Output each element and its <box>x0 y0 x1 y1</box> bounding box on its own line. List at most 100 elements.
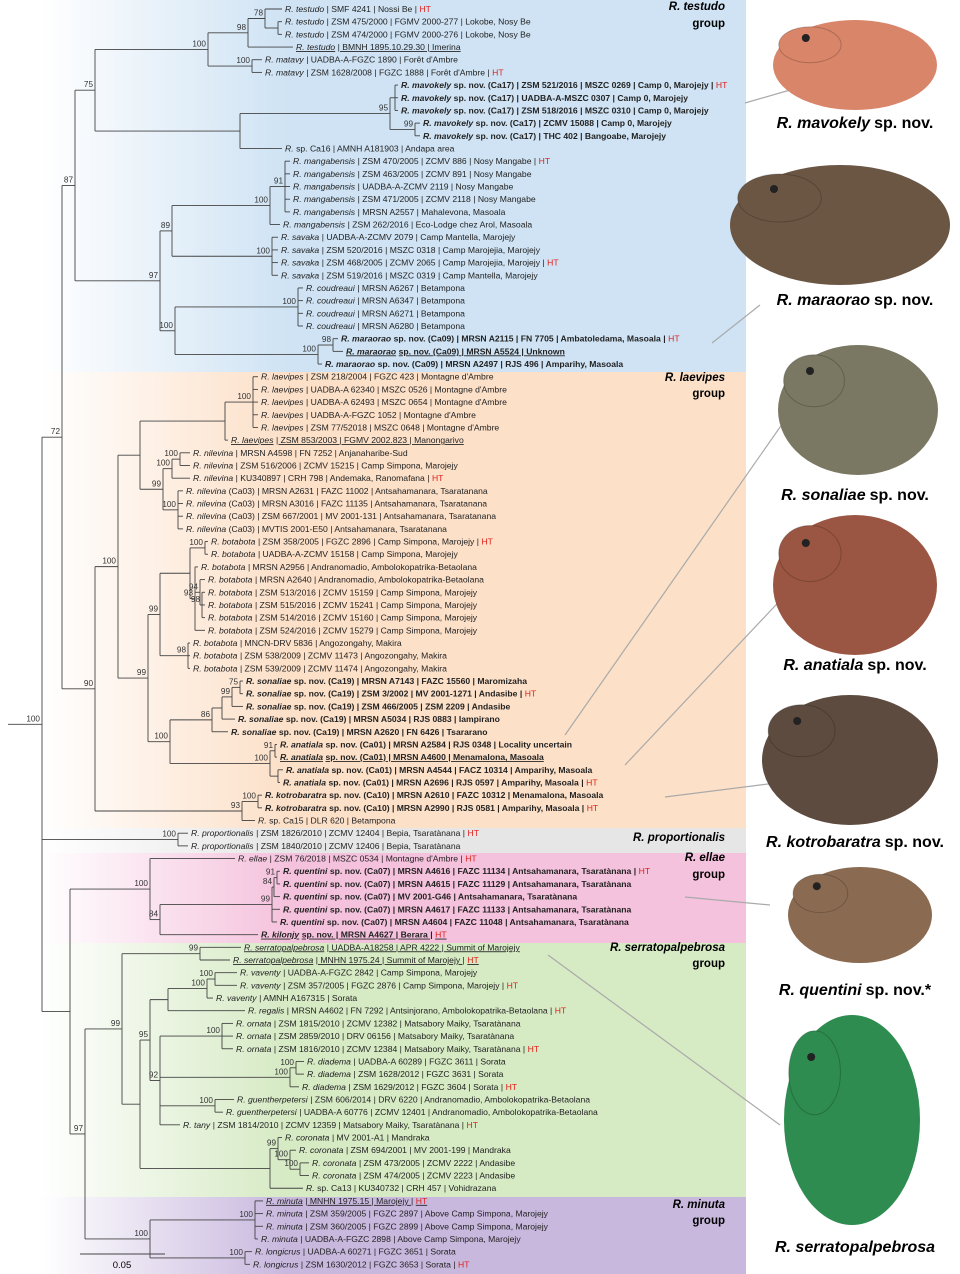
support-value: 97 <box>74 1124 84 1133</box>
tip-species: R. proportionalis <box>191 841 254 851</box>
tip-info: sp. nov. (Ca17) | THC 402 | Bangoabe, Ma… <box>476 131 667 141</box>
tip-label: R. mavokely sp. nov. (Ca17) | ZSM 521/201… <box>401 80 728 90</box>
tip-info: sp. nov. (Ca17) | ZCMV 15088 | Camp 0, M… <box>476 118 672 128</box>
tip-label: R. testudo | BMNH 1895.10.29.30 | Imerina <box>296 42 461 52</box>
tip-label: R. kotrobaratra sp. nov. (Ca10) | MRSN A2… <box>265 803 599 813</box>
tip-info: sp. nov. (Ca17) | ZSM 521/2016 | MSZC 02… <box>454 80 714 90</box>
tip-info: (Ca03) | MRSN A3016 | FAZC 11135 | Antsa… <box>229 499 488 509</box>
tip-species: R. botabota <box>201 562 246 572</box>
tip-label: R. anatiala sp. nov. (Ca01) | MRSN A2696 … <box>283 777 598 787</box>
tip-ht: HT <box>525 689 537 699</box>
tip-species: R. laevipes <box>261 384 304 394</box>
tip-label: R. quentini sp. nov. (Ca07) | MRSN A4615 … <box>283 879 632 889</box>
tip-species: R. sonaliae <box>246 701 292 711</box>
group-band <box>40 943 746 1197</box>
support-value: 100 <box>189 538 203 547</box>
tip-info: | MRSN A6271 | Betampona <box>357 308 465 318</box>
caption-suffix: sp. nov. <box>874 115 933 132</box>
support-value: 98 <box>177 646 187 655</box>
tip-info: sp. nov. (Ca07) | MRSN A4617 | FAZC 1113… <box>330 904 632 914</box>
tip-species: R. savaka <box>281 245 319 255</box>
tip-info: | ZSM 515/2016 | ZCMV 15241 | Camp Simpo… <box>255 600 478 610</box>
tip-label: R. longicrus | ZSM 1630/2012 | FGZC 3653 … <box>253 1259 470 1269</box>
tip-label: R. mavokely sp. nov. (Ca17) | THC 402 | B… <box>423 131 666 141</box>
tip-label: R. mangabensis | ZSM 470/2005 | ZCMV 886 … <box>293 156 551 166</box>
tip-species: R. diadema <box>307 1069 351 1079</box>
tip-label: R. sp. Ca16 | AMNH A181903 | Andapa area <box>285 143 455 153</box>
tip-info: | ZSM 1629/2012 | FGZC 3604 | Sorata | <box>348 1082 503 1092</box>
tip-ht: HT <box>419 4 431 14</box>
tip-info: | MRSN A6280 | Betampona <box>357 321 465 331</box>
tip-species: R. anatiala <box>286 765 329 775</box>
tip-info: | MV 2001-A1 | Mandraka <box>332 1133 430 1143</box>
support-value: 100 <box>162 500 176 509</box>
tip-species: R. coudreaui <box>306 321 356 331</box>
tip-species: R. longicrus <box>253 1259 299 1269</box>
tip-label: R. mavokely sp. nov. (Ca17) | ZSM 518/201… <box>401 105 709 115</box>
tip-species: R. <box>285 143 294 153</box>
support-value: 78 <box>254 9 264 18</box>
tip-label: R. sonaliae sp. nov. (Ca19) | MRSN A2620 … <box>231 727 487 737</box>
tip-species: R. testudo <box>285 4 324 14</box>
tip-label: R. savaka | ZSM 519/2016 | MSZC 0319 | Ca… <box>281 270 538 280</box>
photo-caption: R. quentini sp. nov.* <box>779 982 932 999</box>
tip-info: | ZSM 360/2005 | FGZC 2899 | Above Camp … <box>305 1221 548 1231</box>
tip-label: R. maraorao sp. nov. (Ca09) | MRSN A2497 … <box>325 359 623 369</box>
tip-species: R. anatiala <box>283 777 326 787</box>
tip-info: | MRSN A2557 | Mahalevona, Masoala <box>358 207 506 217</box>
tip-label: R. mangabensis | UADBA-A-ZCMV 2119 | Nosy… <box>293 182 514 192</box>
photo-caption: R. mavokely sp. nov. <box>777 115 934 132</box>
tip-species: R. vaventy <box>240 968 281 978</box>
tip-label: R. maraorao sp. nov. (Ca09) | MRSN A2115 … <box>341 334 680 344</box>
tip-label: R. nilevina (Ca03) | MRSN A3016 | FAZC 11… <box>186 499 487 509</box>
tip-ht: HT <box>528 1044 540 1054</box>
tip-species: R. kilonjy <box>261 930 300 940</box>
caption-suffix: sp. nov. <box>870 487 929 504</box>
tip-info: | UADBA-A 60271 | FGZC 3651 | Sorata <box>303 1247 456 1257</box>
tip-label: R. sonaliae sp. nov. (Ca19) | ZSM 466/200… <box>246 701 510 711</box>
tip-ht: HT <box>492 67 504 77</box>
tip-species: R. diadema <box>302 1082 346 1092</box>
tip-info: sp. nov. (Ca01) | MRSN A2584 | RJS 0348 … <box>326 739 573 749</box>
tip-info: | MNCN-DRV 5836 | Angozongahy, Makira <box>240 638 402 648</box>
tip-ht: HT <box>435 930 447 940</box>
tip-species: R. laevipes <box>261 422 304 432</box>
tip-species: R. guentherpetersi <box>237 1094 309 1104</box>
tip-species: R. quentini <box>280 917 325 927</box>
tip-species: R. sonaliae <box>246 676 292 686</box>
tip-info: | ZSM 513/2016 | ZCMV 15159 | Camp Simpo… <box>255 587 478 597</box>
tip-label: R. coronata | MV 2001-A1 | Mandraka <box>285 1133 430 1143</box>
tip-species: R. coronata <box>299 1145 344 1155</box>
support-value: 99 <box>261 895 271 904</box>
tip-info: | KU340897 | CRH 798 | Andemaka, Ranomaf… <box>236 473 430 483</box>
tip-label: R. coudreaui | MRSN A6271 | Betampona <box>306 308 465 318</box>
caption-species: R. sonaliae <box>781 487 866 504</box>
tip-info: | ZSM 463/2005 | ZCMV 891 | Nosy Mangabe <box>358 169 532 179</box>
caption-species: R. serratopalpebrosa <box>775 1239 935 1256</box>
tip-species: R. botabota <box>208 587 253 597</box>
tip-info: | ZSM 1628/2008 | FGZC 1888 | Forêt d'Am… <box>306 67 489 77</box>
tip-info: | MRSN A6347 | Betampona <box>357 296 465 306</box>
tip-species: R. mangabensis <box>293 207 356 217</box>
tip-info: | MRSN A4602 | FN 7292 | Antsinjorano, A… <box>287 1006 552 1016</box>
tip-ht: HT <box>547 258 559 268</box>
tip-info: (Ca03) | MVTIS 2001-E50 | Antsahamanara,… <box>229 524 448 534</box>
support-value: 100 <box>192 39 206 48</box>
tip-info: (Ca03) | MRSN A2631 | FAZC 11002 | Antsa… <box>229 486 488 496</box>
tip-info: | UADBA-A-ZCMV 15158 | Camp Simpona, Mar… <box>258 549 459 559</box>
tip-species: R. testudo <box>285 29 324 39</box>
tip-species: R. vaventy <box>216 993 257 1003</box>
connector <box>564 419 786 736</box>
tip-label: R. nilevina | KU340897 | CRH 798 | Andema… <box>193 473 444 483</box>
group-name: R. proportionalis <box>633 832 725 844</box>
tip-info: | ZSM 77/52018 | MSZC 0648 | Montagne d'… <box>306 422 499 432</box>
tip-label: R. diadema | UADBA-A 60289 | FGZC 3611 | … <box>307 1056 506 1066</box>
tip-species: R. botabota <box>208 625 253 635</box>
tip-info: | ZSM 76/2018 | MSZC 0534 | Montagne d'A… <box>270 854 463 864</box>
tip-species: R. mavokely <box>401 93 452 103</box>
photo-caption: R. kotrobaratra sp. nov. <box>766 834 944 851</box>
tip-label: R. nilevina | ZSM 516/2006 | ZCMV 15215 |… <box>193 460 458 470</box>
frog-head <box>778 26 842 64</box>
tip-label: R. laevipes | ZSM 853/2003 | FGMV 2002.82… <box>231 435 464 445</box>
support-value: 91 <box>264 741 274 750</box>
